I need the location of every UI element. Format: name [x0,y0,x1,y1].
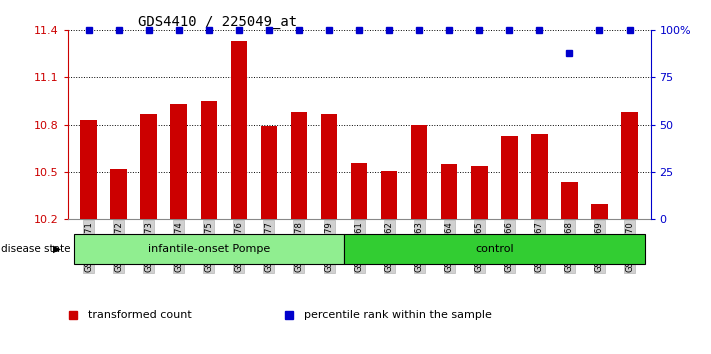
Bar [344,234,645,264]
Bar [230,41,247,219]
Bar [141,114,157,219]
Text: disease state: disease state [1,244,70,254]
Text: percentile rank within the sample: percentile rank within the sample [304,310,491,320]
Bar [411,125,427,219]
Text: GDS4410 / 225049_at: GDS4410 / 225049_at [137,15,296,29]
Text: transformed count: transformed count [88,310,192,320]
Bar [561,182,578,219]
Bar [73,234,344,264]
Bar [291,112,307,219]
Text: infantile-onset Pompe: infantile-onset Pompe [148,244,270,254]
Bar [381,171,397,219]
Bar [621,112,638,219]
Text: ▶: ▶ [53,244,61,254]
Bar [80,120,97,219]
Bar [441,164,457,219]
Bar [201,101,217,219]
Bar [110,169,127,219]
Bar [501,136,518,219]
Bar [171,104,187,219]
Bar [261,126,277,219]
Bar [321,114,337,219]
Bar [471,166,488,219]
Bar [592,204,608,219]
Bar [351,162,368,219]
Text: control: control [475,244,513,254]
Bar [531,134,547,219]
